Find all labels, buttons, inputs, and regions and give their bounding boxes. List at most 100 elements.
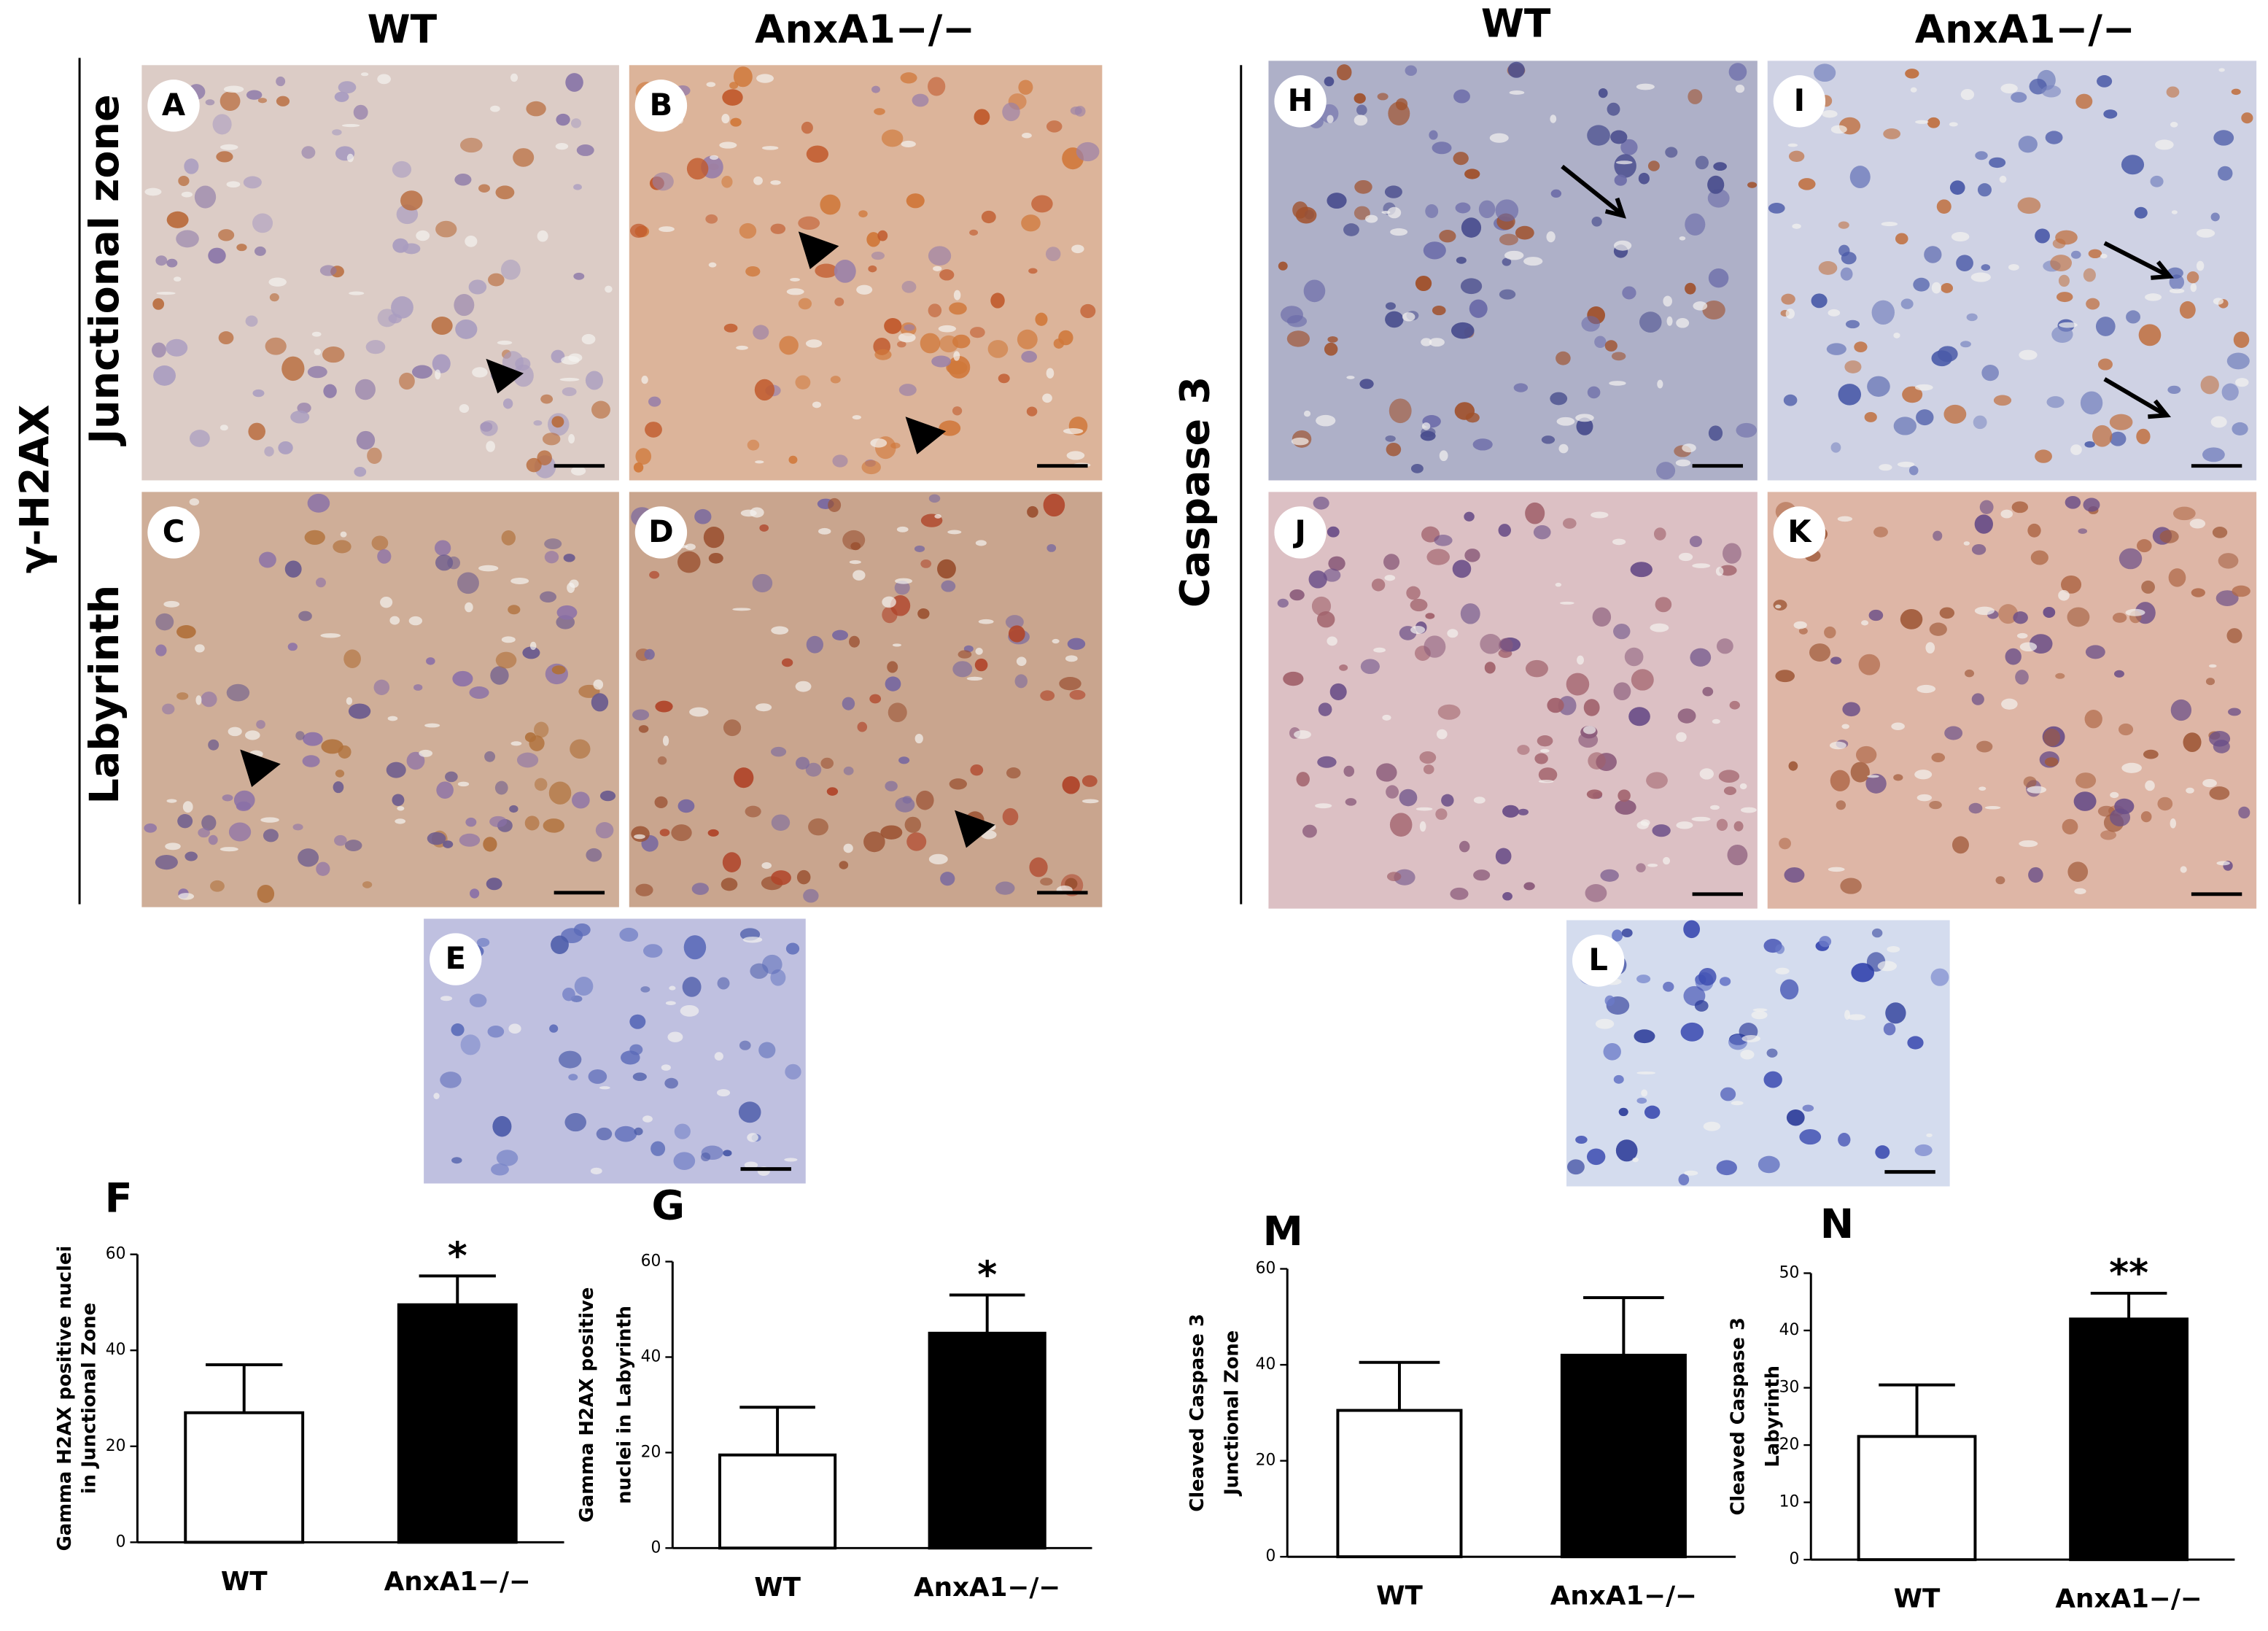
space [659, 226, 675, 233]
nucleus [1495, 199, 1519, 222]
nucleus [343, 649, 361, 668]
space [478, 565, 499, 572]
nucleus [1017, 329, 1038, 349]
nucleus [895, 797, 915, 813]
nucleus [649, 570, 660, 579]
nucleus [759, 524, 769, 532]
space [934, 514, 941, 519]
nucleus [501, 530, 516, 546]
y-tick-label: 60 [1256, 1260, 1276, 1278]
significance: * [977, 1254, 997, 1298]
nucleus [371, 535, 389, 551]
nucleus [1763, 1071, 1782, 1088]
nucleus [287, 643, 298, 651]
space [2180, 866, 2187, 873]
space [2008, 263, 2019, 271]
nucleus [861, 460, 881, 475]
space [529, 641, 537, 651]
nucleus [2232, 422, 2248, 435]
space [1731, 1101, 1744, 1106]
space [805, 339, 823, 348]
nucleus [205, 99, 215, 106]
nucleus [1311, 596, 1332, 616]
space [1887, 945, 1900, 953]
space [165, 842, 181, 851]
nucleus [839, 861, 849, 869]
nucleus [1525, 659, 1548, 678]
space [1415, 807, 1433, 811]
space [2000, 83, 2018, 93]
nucleus [1437, 704, 1461, 720]
nucleus [1941, 283, 1954, 293]
nucleus [540, 591, 557, 603]
panel-letter: J [1292, 514, 1306, 549]
nucleus [377, 309, 397, 328]
space [195, 695, 202, 705]
space [416, 230, 430, 241]
nucleus [1062, 776, 1080, 794]
nucleus [1556, 351, 1571, 365]
space [189, 498, 200, 506]
nucleus [588, 1069, 607, 1084]
nucleus [1973, 415, 1987, 430]
nucleus [570, 118, 582, 128]
panel-badge [1773, 506, 1826, 559]
nucleus [1498, 638, 1513, 653]
nucleus [201, 815, 217, 831]
nucleus [686, 158, 709, 180]
space [761, 862, 772, 869]
x-tick-label: AnxA1−/− [2055, 1584, 2202, 1614]
nucleus [406, 751, 425, 770]
nucleus [2017, 197, 2041, 214]
micrograph [424, 918, 806, 1184]
nucleus [1410, 463, 1424, 473]
nucleus [155, 255, 168, 266]
panel-badge [1773, 75, 1826, 128]
nucleus [2166, 86, 2180, 98]
space [260, 817, 279, 823]
nucleus [1419, 751, 1437, 764]
nucleus [1979, 500, 1994, 514]
nucleus [987, 340, 1009, 358]
y-tick-label: 40 [641, 1347, 661, 1365]
space [457, 781, 470, 787]
nucleus [1929, 622, 1947, 636]
nucleus [717, 977, 730, 990]
nucleus [1690, 648, 1712, 667]
row-label: Caspase 3 [1171, 376, 1219, 608]
nucleus [354, 379, 376, 400]
nucleus [436, 781, 454, 799]
space [1978, 786, 1987, 791]
nucleus [1883, 1023, 1896, 1036]
space [1641, 1089, 1648, 1097]
x-tick-label: WT [1894, 1584, 1941, 1614]
nucleus [1473, 869, 1491, 881]
nucleus [2143, 749, 2159, 759]
space [220, 425, 228, 431]
nucleus [1974, 514, 1993, 534]
nucleus [198, 827, 210, 838]
space [1893, 332, 1900, 338]
space [510, 73, 519, 82]
nucleus [887, 661, 898, 673]
nucleus [332, 129, 342, 136]
nucleus [1303, 279, 1326, 303]
nucleus [2097, 75, 2113, 88]
nucleus [2138, 324, 2162, 346]
space [1304, 410, 1311, 417]
nucleus [524, 732, 537, 743]
nucleus [155, 854, 178, 870]
nucleus [556, 605, 578, 620]
nucleus [632, 1072, 647, 1081]
nucleus [591, 693, 609, 712]
nucleus [664, 1077, 678, 1089]
nucleus [1636, 1097, 1647, 1104]
nucleus [1076, 142, 1100, 162]
space [605, 285, 613, 293]
nucleus [178, 175, 190, 187]
nucleus [1603, 1043, 1621, 1061]
nucleus [1324, 77, 1335, 87]
nucleus [494, 780, 508, 795]
nucleus [928, 77, 946, 96]
nucleus [734, 767, 754, 789]
